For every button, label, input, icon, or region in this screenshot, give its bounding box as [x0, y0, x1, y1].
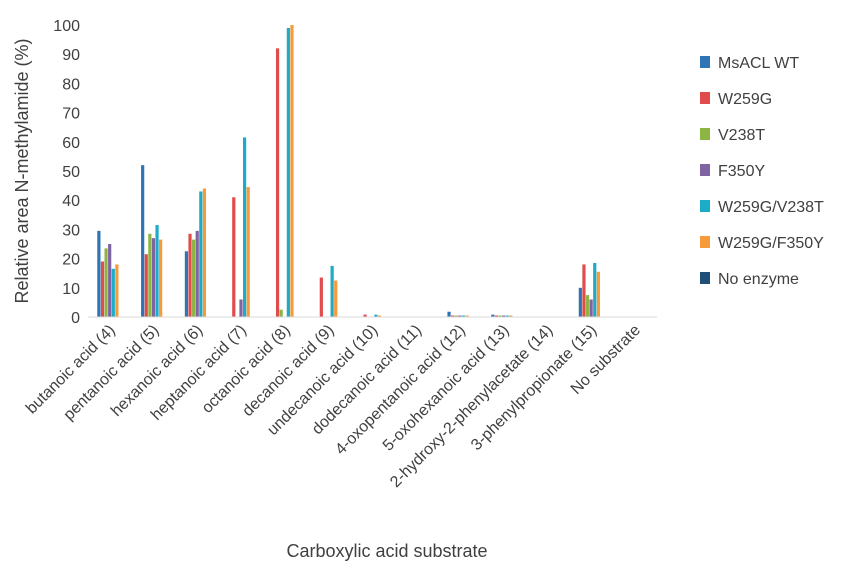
- legend-swatch: [700, 272, 710, 284]
- bar: [502, 315, 506, 317]
- bar: [141, 165, 145, 317]
- y-tick-label: 0: [71, 310, 80, 327]
- bar: [319, 277, 323, 317]
- bar: [498, 315, 502, 317]
- x-axis-title: Carboxylic acid substrate: [286, 541, 487, 561]
- y-tick-label: 80: [62, 76, 80, 93]
- bar: [239, 299, 243, 317]
- bar: [246, 187, 250, 317]
- bar: [374, 314, 378, 317]
- bar: [505, 315, 509, 317]
- bar: [202, 188, 207, 317]
- bar: [199, 191, 203, 317]
- x-tick-label: 2-hydroxy-2-phenylacetate (14): [387, 322, 556, 491]
- legend-swatch: [700, 164, 710, 176]
- bar: [330, 265, 334, 317]
- y-tick-label: 60: [62, 135, 80, 152]
- bar: [151, 238, 156, 317]
- bar: [100, 261, 105, 317]
- bar-series: [97, 25, 600, 318]
- bar: [144, 254, 148, 317]
- bar: [159, 239, 163, 317]
- y-tick-label: 20: [62, 252, 80, 269]
- bar: [97, 230, 101, 317]
- legend-label: No enzyme: [718, 271, 799, 288]
- bar: [334, 280, 338, 317]
- bar: [279, 309, 283, 317]
- y-axis-title: Relative area N-methylamide (%): [12, 38, 32, 303]
- y-tick-label: 100: [53, 18, 80, 35]
- bar: [363, 314, 367, 317]
- y-tick-label: 40: [62, 193, 80, 210]
- legend: MsACL WT W259G V238T F350Y W259G/V238T W259G/…: [700, 55, 824, 288]
- y-axis-ticks: 0 10 20 30 40 50 60 70 80 90 100: [53, 18, 80, 327]
- bar: [377, 315, 382, 317]
- bar: [461, 315, 466, 317]
- bar: [275, 48, 280, 318]
- legend-label: V238T: [718, 127, 765, 144]
- bar: [458, 315, 462, 317]
- bar: [491, 314, 495, 317]
- bar: [596, 271, 600, 317]
- legend-label: F350Y: [718, 163, 765, 180]
- bar: [454, 315, 458, 317]
- legend-swatch: [700, 56, 710, 68]
- bar: [578, 287, 582, 317]
- bar: [593, 262, 597, 317]
- bar: [509, 315, 513, 317]
- bar: [585, 295, 590, 317]
- y-tick-label: 30: [62, 222, 80, 239]
- bar: [589, 299, 593, 317]
- bar: [155, 225, 159, 317]
- bar: [451, 315, 455, 317]
- legend-label: W259G/F350Y: [718, 235, 824, 252]
- legend-swatch: [700, 128, 710, 140]
- legend-swatch: [700, 200, 710, 212]
- legend-label: W259G: [718, 91, 772, 108]
- bar: [192, 239, 196, 317]
- bar: [290, 25, 294, 317]
- bar: [148, 233, 152, 317]
- y-tick-label: 50: [62, 164, 80, 181]
- legend-label: MsACL WT: [718, 55, 799, 72]
- legend-swatch: [700, 236, 710, 248]
- bar: [242, 137, 247, 317]
- bar: [104, 248, 108, 317]
- y-tick-label: 10: [62, 281, 80, 298]
- bar: [184, 251, 189, 317]
- bar: [286, 27, 290, 317]
- legend-swatch: [700, 92, 710, 104]
- bar: [188, 233, 192, 317]
- y-tick-label: 70: [62, 106, 80, 123]
- bar: [111, 268, 115, 317]
- bar: [232, 197, 236, 317]
- bar: [447, 311, 451, 317]
- bar: [108, 244, 112, 317]
- bar: [494, 315, 499, 317]
- y-tick-label: 90: [62, 47, 80, 64]
- legend-label: W259G/V238T: [718, 199, 824, 216]
- bar: [115, 264, 119, 317]
- bar: [465, 315, 469, 317]
- bar: [195, 230, 199, 317]
- bar: [582, 264, 586, 317]
- x-axis-ticks: butanoic acid (4)pentanoic acid (5)hexan…: [23, 322, 644, 491]
